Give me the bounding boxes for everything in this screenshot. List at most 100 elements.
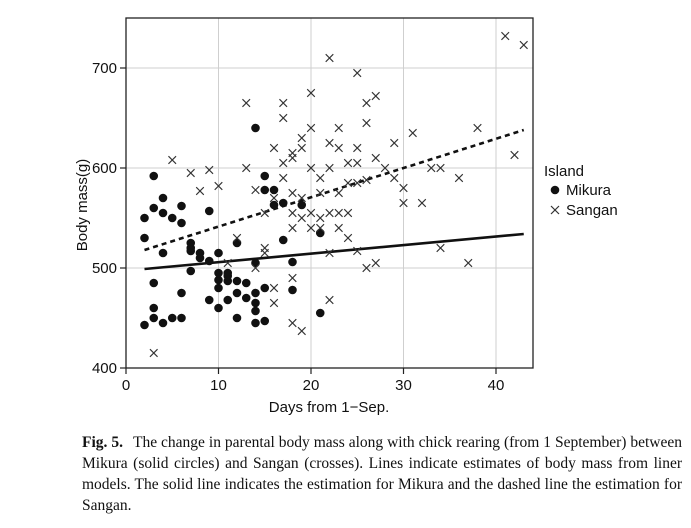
point-sangan	[288, 273, 297, 283]
point-mikura	[177, 313, 186, 323]
point-mikura	[167, 313, 177, 323]
point-sangan	[205, 165, 214, 175]
point-sangan	[464, 258, 473, 268]
point-sangan	[343, 233, 353, 243]
point-sangan	[436, 243, 445, 253]
x-axis-label: Days from 1−Sep.	[269, 399, 389, 416]
point-sangan	[334, 143, 343, 153]
point-sangan	[279, 158, 288, 168]
point-mikura	[232, 313, 242, 323]
legend: Island Mikura Sangan	[544, 163, 618, 219]
point-sangan	[306, 123, 316, 133]
y-tick-label: 400	[92, 360, 117, 377]
point-sangan	[306, 88, 316, 98]
point-sangan	[325, 208, 334, 218]
point-sangan	[269, 298, 279, 308]
point-sangan	[353, 68, 362, 78]
legend-sangan-marker	[550, 205, 560, 215]
point-mikura	[260, 283, 270, 293]
point-mikura	[223, 268, 233, 278]
point-sangan	[168, 155, 177, 165]
point-sangan	[353, 246, 362, 256]
point-sangan	[316, 213, 325, 223]
point-mikura	[232, 276, 242, 286]
point-sangan	[390, 173, 399, 183]
caption-label: Fig. 5.	[82, 434, 123, 451]
point-sangan	[362, 263, 371, 273]
point-mikura	[278, 198, 288, 208]
point-mikura	[214, 275, 223, 285]
point-mikura	[149, 203, 159, 213]
point-sangan	[454, 173, 464, 183]
point-sangan	[316, 223, 325, 233]
point-sangan	[353, 158, 362, 168]
point-sangan	[288, 148, 297, 158]
point-mikura	[232, 288, 242, 298]
point-mikura	[214, 283, 223, 293]
point-sangan	[334, 188, 343, 198]
point-mikura	[297, 200, 307, 210]
fit-lines	[144, 128, 525, 271]
point-mikura	[214, 303, 223, 313]
caption-text: The change in parental body mass along w…	[82, 434, 682, 514]
x-tick-label: 20	[303, 377, 320, 394]
gridlines	[126, 18, 533, 368]
x-tick-label: 0	[122, 377, 130, 394]
x-tick-label: 10	[210, 377, 227, 394]
point-sangan	[242, 163, 251, 173]
point-sangan	[399, 198, 408, 208]
point-mikura	[140, 320, 149, 330]
point-sangan	[371, 258, 380, 268]
point-sangan	[417, 198, 427, 208]
point-sangan	[408, 128, 417, 138]
x-tick-label: 40	[488, 377, 505, 394]
point-sangan	[251, 185, 260, 195]
point-sangan	[279, 98, 288, 108]
point-sangan	[242, 98, 251, 108]
point-sangan	[325, 248, 334, 258]
point-sangan	[399, 183, 408, 193]
y-tick-label: 700	[92, 60, 117, 77]
point-mikura	[186, 266, 196, 276]
point-mikura	[195, 248, 205, 258]
point-mikura	[204, 295, 214, 305]
legend-mikura-label: Mikura	[566, 182, 612, 199]
point-sangan	[371, 153, 380, 163]
point-sangan	[325, 163, 334, 173]
point-mikura	[278, 235, 288, 245]
point-sangan	[343, 158, 353, 168]
point-sangan	[149, 348, 158, 358]
point-mikura	[232, 238, 242, 248]
point-mikura	[269, 185, 279, 195]
point-mikura	[186, 238, 196, 248]
point-sangan	[288, 223, 297, 233]
point-sangan	[269, 143, 279, 153]
point-sangan	[362, 118, 371, 128]
point-sangan	[251, 263, 260, 273]
point-sangan	[353, 178, 362, 188]
point-mikura	[315, 228, 325, 238]
point-mikura	[269, 200, 279, 210]
point-mikura	[214, 268, 223, 278]
point-sangan	[195, 186, 205, 196]
point-sangan	[232, 233, 242, 243]
point-mikura	[167, 213, 177, 223]
point-sangan	[297, 133, 306, 143]
point-sangan	[353, 143, 362, 153]
point-sangan	[334, 123, 343, 133]
point-mikura	[149, 313, 159, 323]
point-sangan	[473, 123, 482, 133]
point-sangan	[362, 98, 371, 108]
point-mikura	[260, 185, 270, 195]
point-mikura	[140, 213, 149, 223]
point-mikura	[288, 257, 297, 267]
point-sangan	[380, 163, 390, 173]
point-sangan	[223, 258, 232, 268]
point-mikura	[260, 171, 270, 181]
point-sangan	[343, 208, 353, 218]
point-sangan	[436, 163, 445, 173]
point-sangan	[390, 138, 399, 148]
axis-ticks: 0 10 20 30 40 400 500 600 700	[92, 60, 504, 394]
point-sangan	[325, 295, 334, 305]
point-sangan	[269, 283, 279, 293]
